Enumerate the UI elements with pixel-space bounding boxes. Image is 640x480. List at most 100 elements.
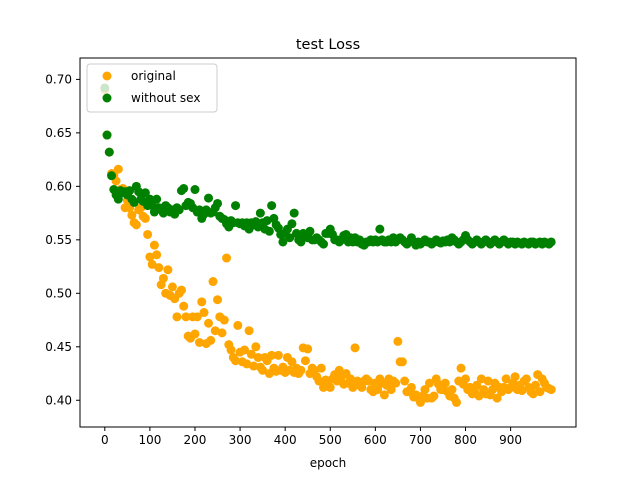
point-original	[528, 389, 538, 399]
point-original	[300, 356, 310, 366]
point-original	[233, 320, 243, 330]
point-original	[244, 326, 254, 336]
point-without-sex	[125, 186, 135, 196]
point-original	[172, 312, 182, 322]
point-without-sex	[231, 201, 241, 211]
point-original	[456, 363, 466, 373]
point-without-sex	[107, 171, 117, 181]
point-original	[217, 328, 227, 338]
point-original	[492, 393, 502, 403]
point-without-sex	[102, 130, 112, 140]
legend-marker-without-sex	[102, 93, 112, 103]
point-original	[147, 259, 157, 269]
point-without-sex	[287, 219, 297, 229]
point-original	[364, 376, 374, 386]
point-original	[158, 273, 168, 283]
legend-label-without-sex: without sex	[131, 91, 200, 105]
point-without-sex	[213, 198, 223, 208]
point-original	[420, 385, 430, 395]
point-original	[379, 390, 389, 400]
y-axis: 0.40 0.45 0.50 0.55 0.60 0.65 0.70	[45, 72, 80, 407]
point-original	[213, 295, 223, 305]
point-without-sex	[152, 194, 162, 204]
legend-label-original: original	[131, 69, 176, 83]
point-without-sex	[296, 237, 306, 247]
x-tick-label: 0	[101, 433, 109, 447]
y-tick-label: 0.65	[45, 126, 72, 140]
point-original	[501, 374, 511, 384]
point-original	[113, 164, 123, 174]
point-original	[197, 297, 207, 307]
point-without-sex	[140, 188, 150, 198]
x-tick-label: 800	[454, 433, 477, 447]
point-original	[251, 342, 261, 352]
point-original	[242, 359, 252, 369]
point-original	[350, 343, 360, 353]
point-original	[314, 376, 324, 386]
point-without-sex	[262, 216, 272, 226]
point-original	[192, 312, 202, 322]
chart-title: test Loss	[296, 37, 360, 53]
point-original	[461, 374, 471, 384]
series-without-sex	[100, 83, 556, 250]
point-original	[226, 345, 236, 355]
point-original	[143, 229, 153, 239]
point-without-sex	[190, 185, 200, 195]
point-original	[400, 376, 410, 386]
point-original	[429, 391, 439, 401]
x-tick-label: 500	[319, 433, 342, 447]
point-original	[179, 301, 189, 311]
point-without-sex	[104, 147, 114, 157]
point-original	[406, 382, 416, 392]
point-original	[386, 385, 396, 395]
point-original	[393, 336, 403, 346]
point-original	[517, 386, 527, 396]
x-tick-label: 100	[138, 433, 161, 447]
legend-marker-original	[102, 71, 112, 81]
point-original	[163, 265, 173, 275]
point-without-sex	[204, 193, 214, 203]
x-axis-label: epoch	[310, 456, 347, 470]
point-original	[208, 277, 218, 287]
point-original	[535, 387, 545, 397]
point-original	[206, 335, 216, 345]
point-original	[397, 357, 407, 367]
y-tick-label: 0.55	[45, 233, 72, 247]
y-tick-label: 0.50	[45, 286, 72, 300]
point-original	[476, 374, 486, 384]
point-original	[316, 363, 326, 373]
point-without-sex	[264, 226, 274, 236]
point-original	[231, 356, 241, 366]
point-original	[296, 365, 306, 375]
point-original	[483, 376, 493, 386]
point-original	[222, 253, 232, 263]
points-layer	[100, 83, 556, 407]
y-tick-label: 0.40	[45, 393, 72, 407]
point-without-sex	[134, 187, 144, 197]
point-without-sex	[113, 194, 123, 204]
point-original	[472, 380, 482, 390]
point-original	[204, 318, 214, 328]
point-original	[273, 350, 283, 360]
y-tick-label: 0.70	[45, 72, 72, 86]
y-tick-label: 0.60	[45, 179, 72, 193]
x-tick-label: 700	[409, 433, 432, 447]
point-original	[346, 374, 356, 384]
point-without-sex	[174, 205, 184, 215]
point-original	[258, 365, 268, 375]
point-without-sex	[285, 233, 295, 243]
point-original	[546, 385, 556, 395]
plot-frame	[79, 57, 577, 428]
point-without-sex	[129, 197, 139, 207]
point-original	[140, 213, 150, 223]
point-original	[510, 372, 520, 382]
point-original	[267, 350, 277, 360]
point-without-sex	[375, 224, 385, 234]
point-original	[131, 220, 141, 230]
point-without-sex	[546, 237, 556, 247]
point-original	[474, 391, 484, 401]
point-without-sex	[318, 239, 328, 249]
point-original	[249, 361, 259, 371]
legend-box	[86, 63, 218, 113]
